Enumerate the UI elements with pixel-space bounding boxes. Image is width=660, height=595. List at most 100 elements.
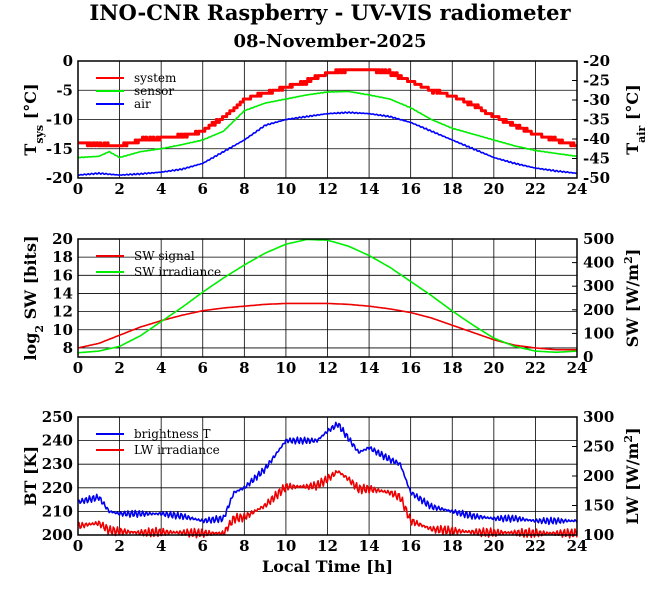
y2-tick-label: -40 xyxy=(583,130,610,148)
x-tick-label: 8 xyxy=(239,180,249,198)
x-tick-label: 18 xyxy=(442,537,463,555)
x-tick-label: 22 xyxy=(525,180,546,198)
x-tick-label: 0 xyxy=(73,359,83,377)
x-tick-label: 18 xyxy=(442,359,463,377)
y2-tick-label: 250 xyxy=(583,438,614,456)
y2-tick-label: -30 xyxy=(583,91,610,109)
x-tick-label: 24 xyxy=(567,537,588,555)
x-tick-label: 14 xyxy=(359,180,380,198)
y2-axis-label: SW [W/m2] xyxy=(622,249,643,348)
x-tick-label: 12 xyxy=(317,537,338,555)
x-tick-label: 12 xyxy=(317,180,338,198)
y2-tick-label: 100 xyxy=(583,324,614,342)
x-tick-label: 2 xyxy=(114,537,124,555)
x-tick-label: 24 xyxy=(567,359,588,377)
y-tick-label: 10 xyxy=(52,321,73,339)
x-tick-label: 8 xyxy=(239,359,249,377)
y-tick-label: 0 xyxy=(63,52,73,70)
x-tick-label: 10 xyxy=(275,180,296,198)
panel-lw: 0 2 4 6 8 10 12 14 16 18 20 22 242002102202302402501… xyxy=(21,408,642,576)
x-tick-label: 0 xyxy=(73,537,83,555)
series-line-brightness-t xyxy=(77,421,578,526)
x-tick-label: 10 xyxy=(275,359,296,377)
y2-axis-label: LW [W/m2] xyxy=(622,427,643,524)
x-tick-label: 10 xyxy=(275,537,296,555)
y-tick-label: 8 xyxy=(63,339,73,357)
y2-tick-label: 300 xyxy=(583,277,614,295)
x-tick-label: 14 xyxy=(359,359,380,377)
series-line-air xyxy=(77,111,578,176)
y2-tick-label: -35 xyxy=(583,111,610,129)
y2-tick-label: -25 xyxy=(583,72,610,90)
y2-tick-label: 200 xyxy=(583,301,614,319)
x-tick-label: 14 xyxy=(359,537,380,555)
x-tick-label: 2 xyxy=(114,359,124,377)
y-tick-label: -10 xyxy=(46,111,73,129)
x-tick-label: 2 xyxy=(114,180,124,198)
y2-tick-label: 150 xyxy=(583,497,614,515)
y-tick-label: 240 xyxy=(42,432,73,450)
series-line-system xyxy=(77,68,578,148)
y-tick-label: 250 xyxy=(42,408,73,426)
y2-axis-label: Tair [°C] xyxy=(623,84,648,154)
x-tick-label: 6 xyxy=(198,537,208,555)
y2-tick-label: 400 xyxy=(583,254,614,272)
x-tick-label: 20 xyxy=(483,537,504,555)
y-tick-label: 12 xyxy=(52,303,73,321)
legend-label: SW irradiance xyxy=(134,265,221,279)
plot-frame xyxy=(77,238,578,358)
x-axis-label: Local Time [h] xyxy=(262,557,393,576)
x-tick-label: 4 xyxy=(156,537,166,555)
y2-tick-label: -20 xyxy=(583,52,610,70)
y2-tick-label: 500 xyxy=(583,230,614,248)
y-axis-label: BT [K] xyxy=(21,446,40,506)
y-axis-label: log2 SW [bits] xyxy=(21,235,46,360)
x-tick-label: 16 xyxy=(400,180,421,198)
x-tick-label: 8 xyxy=(239,537,249,555)
plot-frame xyxy=(77,416,578,536)
x-tick-label: 6 xyxy=(198,359,208,377)
y2-tick-label: 200 xyxy=(583,467,614,485)
y2-tick-label: 0 xyxy=(583,348,593,366)
y2-tick-label: -45 xyxy=(583,150,610,168)
y-tick-label: 14 xyxy=(52,284,73,302)
panel-sw: 0 2 4 6 8 10 12 14 16 18 20 22 248101214161820010020… xyxy=(21,230,642,377)
legend-label: air xyxy=(134,97,151,111)
figure-title: INO-CNR Raspberry - UV-VIS radiometer xyxy=(89,0,571,25)
y-tick-label: -5 xyxy=(56,81,73,99)
series-line-sw-irradiance xyxy=(77,238,578,354)
y-tick-label: 230 xyxy=(42,455,73,473)
x-tick-label: 22 xyxy=(525,537,546,555)
y-axis-label: Tsys [°C] xyxy=(21,83,46,155)
figure-subtitle: 08-November-2025 xyxy=(233,31,426,52)
series-line-sensor xyxy=(77,90,578,159)
y-tick-label: 200 xyxy=(42,526,73,544)
y2-tick-label: -50 xyxy=(583,169,610,187)
y-tick-label: 20 xyxy=(52,230,73,248)
x-tick-label: 16 xyxy=(400,359,421,377)
plot-frame xyxy=(77,60,578,179)
legend-label: brightness T xyxy=(134,427,210,441)
x-tick-label: 4 xyxy=(156,180,166,198)
panel-temp: 0 2 4 6 8 10 12 14 16 18 20 22 240-5-10-15-20-20-25-… xyxy=(21,52,648,198)
legend-label: SW signal xyxy=(134,249,195,263)
legend-label: sensor xyxy=(134,84,174,98)
x-tick-label: 20 xyxy=(483,180,504,198)
x-tick-label: 12 xyxy=(317,359,338,377)
y-tick-label: -20 xyxy=(46,169,73,187)
x-tick-label: 20 xyxy=(483,359,504,377)
x-tick-label: 4 xyxy=(156,359,166,377)
y2-tick-label: 100 xyxy=(583,526,614,544)
legend-label: system xyxy=(134,71,177,85)
y-tick-label: 220 xyxy=(42,479,73,497)
x-tick-label: 24 xyxy=(567,180,588,198)
y-tick-label: -15 xyxy=(46,140,73,158)
y2-tick-label: 300 xyxy=(583,408,614,426)
x-tick-label: 18 xyxy=(442,180,463,198)
x-tick-label: 16 xyxy=(400,537,421,555)
y-tick-label: 210 xyxy=(42,502,73,520)
y-tick-label: 18 xyxy=(52,248,73,266)
y-tick-label: 16 xyxy=(52,266,73,284)
legend-label: LW irradiance xyxy=(134,443,220,457)
